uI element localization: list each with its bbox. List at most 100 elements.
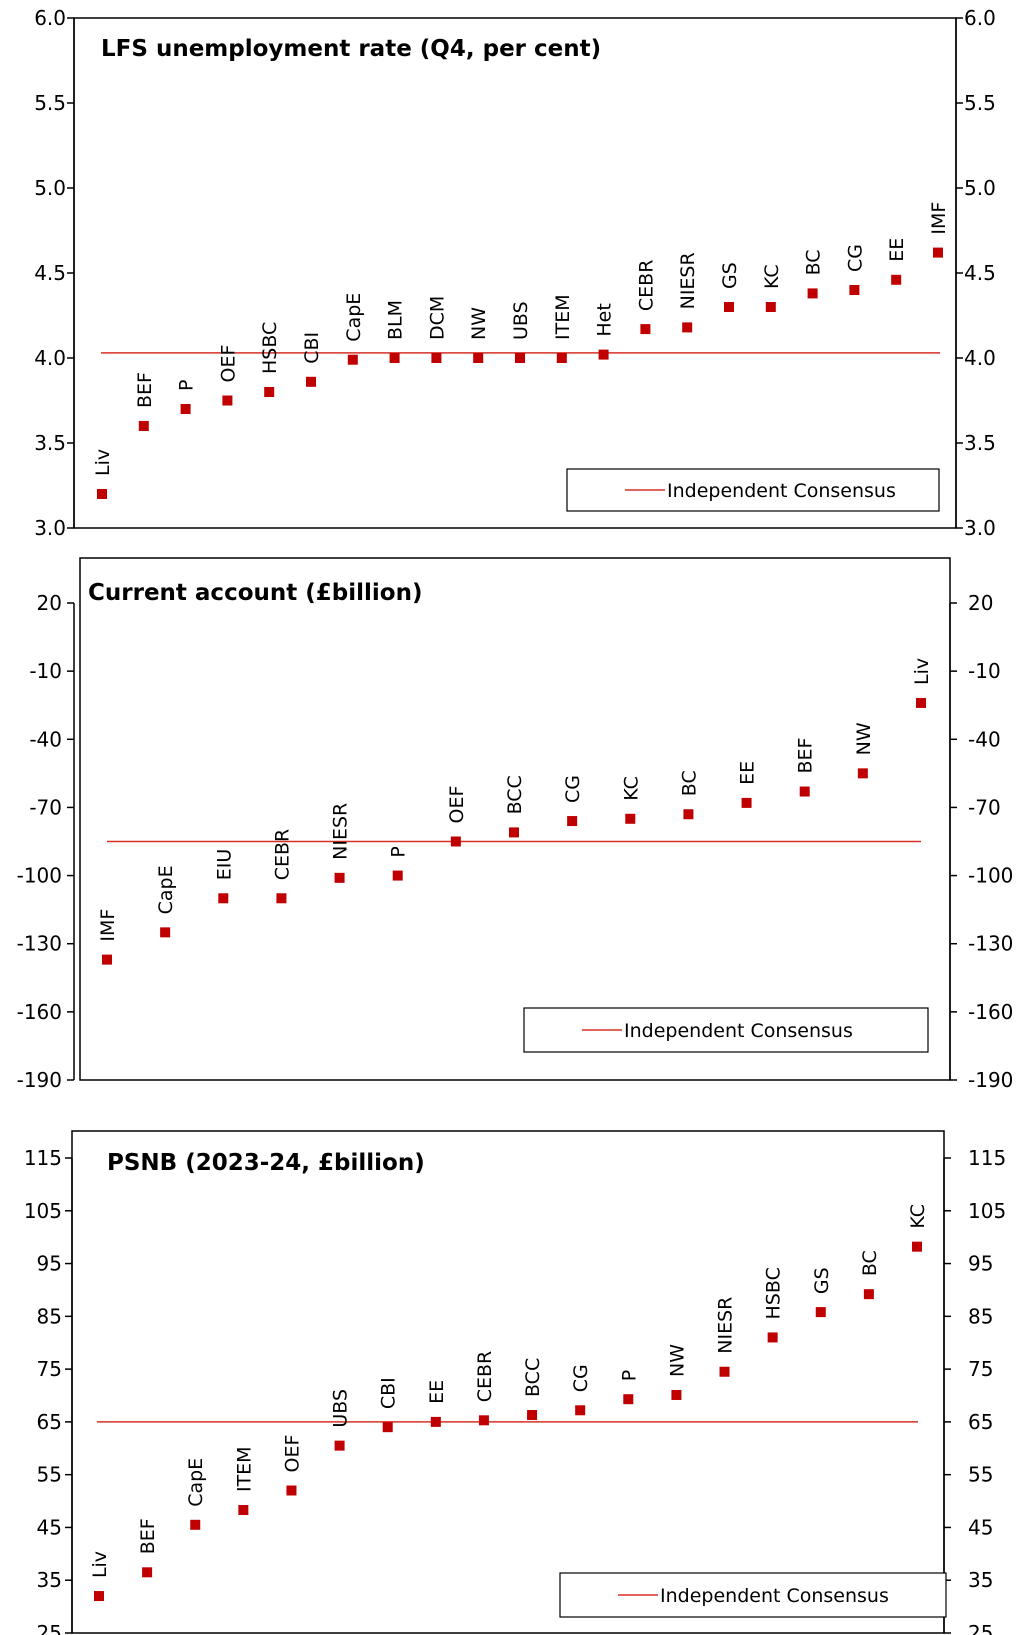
y-tick-label-left: 4.0 [34,346,66,370]
point-label: CapE [185,1458,207,1507]
point-label: OEF [446,786,468,824]
plot-frame [71,1130,945,1634]
point-label: IMF [928,202,950,235]
y-tick-label-right: 5.5 [964,91,996,115]
point-label: UBS [330,1389,352,1428]
point-label: OEF [217,345,239,383]
data-point-het [598,349,609,360]
data-point-p [180,404,191,414]
data-point-item [238,1505,249,1516]
data-point-cebr [478,1415,489,1426]
y-tick-label-right: 85 [968,1304,993,1328]
y-tick-label-right: -100 [968,864,1013,888]
data-point-ubs [334,1440,345,1451]
point-label: KC [761,264,783,289]
data-point-eiu [218,893,229,904]
point-label: CBI [378,1377,400,1409]
point-label: Liv [89,1551,111,1578]
point-label: BCC [522,1358,544,1397]
point-label: HSBC [763,1267,785,1319]
y-tick-label-left: -130 [17,932,62,956]
y-tick-label-left: 85 [37,1304,62,1328]
data-point-gs [724,302,734,312]
y-tick-label-left: 95 [37,1252,62,1276]
y-tick-label-left: 65 [37,1410,62,1434]
point-label: BEF [137,1518,159,1554]
data-point-ee [430,1416,441,1427]
y-tick-label-left: 35 [37,1568,62,1592]
point-label: CapE [155,865,177,914]
data-point-bc [863,1289,874,1300]
point-label: KC [907,1204,929,1229]
point-label: NW [468,307,490,340]
data-point-item [556,353,567,363]
point-label: CG [562,775,584,803]
data-point-oef [450,836,461,847]
data-point-liv [97,489,107,499]
y-tick-label-left: 55 [37,1463,62,1487]
point-label: IMF [97,909,119,942]
data-point-cg [575,1405,586,1416]
y-tick-label-right: 3.5 [964,431,996,455]
y-tick-label-left: 45 [37,1515,62,1539]
y-tick-label-right: -40 [968,727,1001,751]
data-point-cape [160,927,171,938]
y-tick-label-right: -70 [968,795,1001,819]
data-point-imf [102,954,112,965]
data-point-nw [857,768,868,779]
data-point-bc [807,288,818,299]
point-label: P [618,1370,640,1381]
point-label: OEF [281,1435,303,1473]
data-point-ee [741,797,752,808]
y-tick-label-left: -190 [17,1068,62,1092]
point-label: CapE [343,293,365,342]
point-label: BC [803,249,825,275]
y-tick-label-right: 105 [968,1199,1006,1223]
point-label: GS [719,262,741,289]
legend: Independent Consensus [523,1007,929,1053]
y-tick-label-right: 4.5 [964,261,996,285]
point-label: BEF [795,738,817,774]
data-point-liv [94,1591,104,1602]
y-tick-label-right: 45 [968,1515,993,1539]
data-point-dcm [431,353,442,363]
point-label: P [388,846,410,857]
y-tick-label-left: -10 [29,659,62,683]
legend: Independent Consensus [566,468,940,512]
data-point-blm [389,353,400,363]
chart-panel-3: 25 25 35 35 45 45 55 55 65 65 75 75 85 85 95 95 105 105 11… [24,1130,1006,1635]
chart-title: Current account (£billion) [88,580,422,606]
point-label: BC [859,1250,881,1276]
y-tick-label-right: 65 [968,1410,993,1434]
y-tick-label-left: -160 [17,1000,62,1024]
data-point-bc [683,809,694,820]
point-label: BEF [134,372,156,408]
point-label: CEBR [474,1351,496,1403]
data-point-hsbc [767,1332,778,1343]
point-label: EE [886,238,908,262]
y-tick-label-left: -40 [29,727,62,751]
y-tick-label-right: 115 [968,1146,1006,1170]
data-point-kc [912,1241,922,1252]
data-point-cape [347,354,358,365]
data-point-kc [625,813,636,824]
point-label: Liv [911,658,933,685]
data-point-ubs [515,353,525,363]
y-tick-label-left: 3.0 [34,516,66,540]
plot-frame [79,557,951,1081]
chart-title: LFS unemployment rate (Q4, per cent) [101,36,601,62]
y-tick-label-right: -160 [968,1000,1013,1024]
data-point-cape [190,1519,201,1530]
y-tick-label-left: 105 [24,1199,62,1223]
y-tick-label-left: 6.0 [34,6,66,30]
y-tick-label-right: 75 [968,1357,993,1381]
point-label: KC [620,776,642,801]
point-label: CG [844,244,866,272]
point-label: GS [811,1267,833,1294]
point-label: NW [853,722,875,755]
chart-panel-1: 3.0 3.0 3.5 3.5 4.0 4.0 4.5 4.5 5.0 5.0 5.5 5.5 6.0 6… [34,6,996,540]
data-point-nw [473,353,484,363]
point-label: NIESR [330,803,352,860]
y-tick-label-right: 3.0 [964,516,996,540]
point-label: NIESR [677,252,699,309]
